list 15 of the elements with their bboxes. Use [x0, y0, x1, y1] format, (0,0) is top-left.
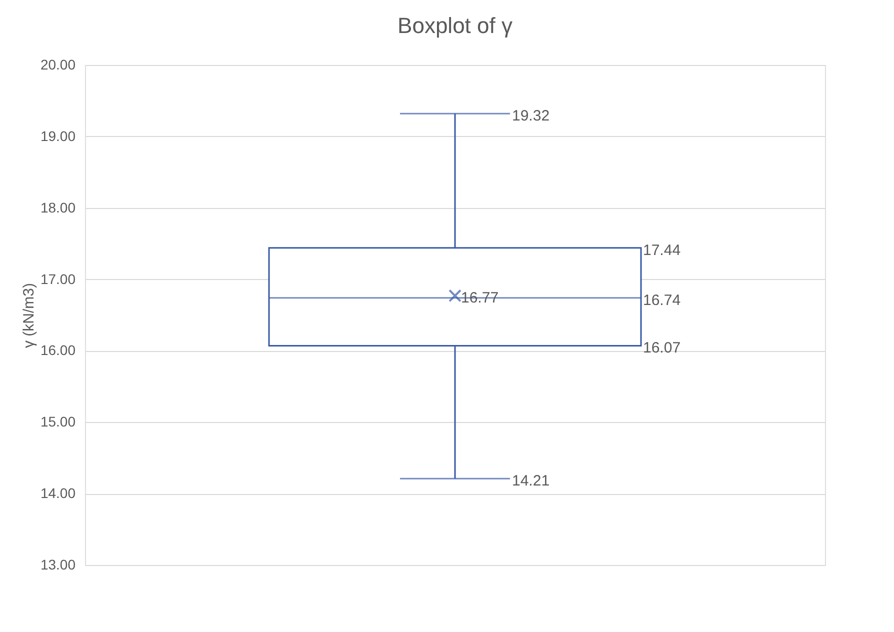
y-tick-label: 20.00	[40, 56, 76, 72]
annotation: 19.32	[512, 108, 550, 125]
y-tick-label: 18.00	[40, 199, 76, 216]
y-tick-label: 17.00	[40, 270, 76, 287]
y-tick-label: 16.00	[40, 342, 76, 358]
chart-title: Boxplot of γ	[398, 13, 512, 38]
y-axis-title: γ (kN/m3)	[20, 283, 38, 348]
annotation: 16.74	[643, 292, 681, 309]
y-tick-label: 13.00	[40, 556, 76, 572]
annotation: 17.44	[643, 242, 681, 259]
y-tick-label: 15.00	[40, 414, 76, 430]
y-tick-label: 14.00	[40, 485, 76, 502]
annotation: 14.21	[512, 472, 550, 490]
y-tick-label: 19.00	[40, 128, 76, 144]
annotation: 16.07	[643, 340, 681, 357]
